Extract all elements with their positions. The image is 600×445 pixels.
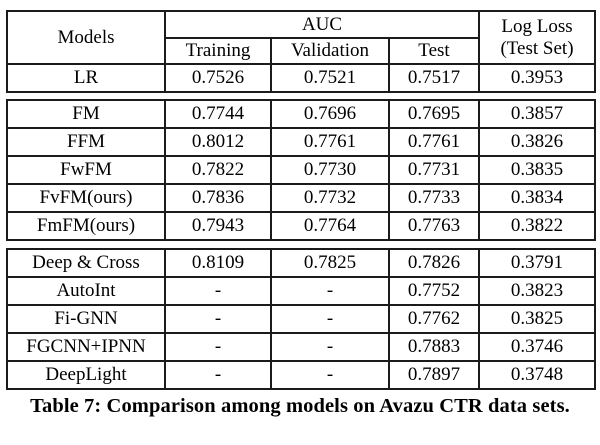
results-table-section-3: Deep & Cross 0.8109 0.7825 0.7826 0.3791 Auto… <box>6 248 596 390</box>
value-cell: 0.7826 <box>388 248 480 278</box>
model-name-cell: FGCNN+IPNN <box>6 332 166 362</box>
value-cell: 0.7731 <box>388 155 480 185</box>
table-row: LR 0.7526 0.7521 0.7517 0.3953 <box>6 63 596 93</box>
value-cell: 0.3748 <box>478 360 596 390</box>
value-cell: 0.7897 <box>388 360 480 390</box>
value-cell: 0.7744 <box>164 99 272 129</box>
value-cell: - <box>164 276 272 306</box>
header-row-sub: Training Validation Test <box>7 37 595 65</box>
value-cell: 0.8012 <box>164 127 272 157</box>
value-cell: 0.7517 <box>388 63 480 93</box>
value-cell: 0.7521 <box>270 63 390 93</box>
table-row: FFM 0.8012 0.7761 0.7761 0.3826 <box>6 127 596 157</box>
table-row: FM 0.7744 0.7696 0.7695 0.3857 <box>6 99 596 129</box>
value-cell: 0.7764 <box>270 211 390 241</box>
validation-column-header: Validation <box>270 37 390 65</box>
value-cell: - <box>164 304 272 334</box>
model-name-cell: FM <box>6 99 166 129</box>
value-cell: - <box>270 332 390 362</box>
logloss-column-header: Log Loss (Test Set) <box>478 10 596 65</box>
value-cell: 0.8109 <box>164 248 272 278</box>
value-cell: 0.7526 <box>164 63 272 93</box>
value-cell: 0.3953 <box>478 63 596 93</box>
value-cell: 0.3791 <box>478 248 596 278</box>
model-name-cell: FFM <box>6 127 166 157</box>
model-name-cell: Deep & Cross <box>6 248 166 278</box>
results-table-section-2: FM 0.7744 0.7696 0.7695 0.3857 FFM 0.8012 0.776… <box>6 99 596 241</box>
value-cell: 0.7752 <box>388 276 480 306</box>
table-row: FmFM(ours) 0.7943 0.7764 0.7763 0.3822 <box>6 211 596 241</box>
value-cell: 0.3834 <box>478 183 596 213</box>
value-cell: 0.7695 <box>388 99 480 129</box>
value-cell: 0.3857 <box>478 99 596 129</box>
table-caption: Table 7: Comparison among models on Avaz… <box>30 395 570 417</box>
table-row: FvFM(ours) 0.7836 0.7732 0.7733 0.3834 <box>6 183 596 213</box>
value-cell: 0.7943 <box>164 211 272 241</box>
auc-group-header: AUC <box>164 10 480 39</box>
value-cell: 0.3835 <box>478 155 596 185</box>
model-name-cell: Fi-GNN <box>6 304 166 334</box>
value-cell: 0.3746 <box>478 332 596 362</box>
value-cell: 0.7761 <box>388 127 480 157</box>
model-name-cell: LR <box>6 63 166 93</box>
model-name-cell: FmFM(ours) <box>6 211 166 241</box>
value-cell: 0.3825 <box>478 304 596 334</box>
table-row: Fi-GNN - -0.7762 0.3825 <box>6 304 596 334</box>
table-row: FwFM 0.7822 0.7730 0.7731 0.3835 <box>6 155 596 185</box>
value-cell: 0.7763 <box>388 211 480 241</box>
value-cell: 0.7761 <box>270 127 390 157</box>
value-cell: - <box>270 304 390 334</box>
test-column-header: Test <box>388 37 480 65</box>
value-cell: 0.7696 <box>270 99 390 129</box>
value-cell: 0.7825 <box>270 248 390 278</box>
value-cell: 0.7732 <box>270 183 390 213</box>
logloss-header-line2: (Test Set) <box>500 37 574 59</box>
value-cell: 0.7762 <box>388 304 480 334</box>
table-row: DeepLight - -0.7897 0.3748 <box>6 360 596 390</box>
training-column-header: Training <box>164 37 272 65</box>
value-cell: - <box>164 360 272 390</box>
value-cell: 0.3826 <box>478 127 596 157</box>
logloss-header-line1: Log Loss <box>501 15 573 37</box>
value-cell: 0.7733 <box>388 183 480 213</box>
model-name-cell: DeepLight <box>6 360 166 390</box>
value-cell: - <box>270 360 390 390</box>
table-row: Deep & Cross 0.8109 0.7825 0.7826 0.3791 <box>6 248 596 278</box>
value-cell: 0.7883 <box>388 332 480 362</box>
value-cell: - <box>164 332 272 362</box>
results-table-section-1: Models AUC Log Loss (Test Set) Training … <box>6 10 596 93</box>
model-name-cell: AutoInt <box>6 276 166 306</box>
value-cell: - <box>270 276 390 306</box>
value-cell: 0.3822 <box>478 211 596 241</box>
table-row: AutoInt - -0.7752 0.3823 <box>6 276 596 306</box>
value-cell: 0.7822 <box>164 155 272 185</box>
header-row-top: Models AUC Log Loss (Test Set) <box>6 10 596 65</box>
model-name-cell: FwFM <box>6 155 166 185</box>
value-cell: 0.7836 <box>164 183 272 213</box>
value-cell: 0.3823 <box>478 276 596 306</box>
model-name-cell: FvFM(ours) <box>6 183 166 213</box>
models-column-header: Models <box>6 10 166 65</box>
value-cell: 0.7730 <box>270 155 390 185</box>
table-row: FGCNN+IPNN - -0.7883 0.3746 <box>6 332 596 362</box>
